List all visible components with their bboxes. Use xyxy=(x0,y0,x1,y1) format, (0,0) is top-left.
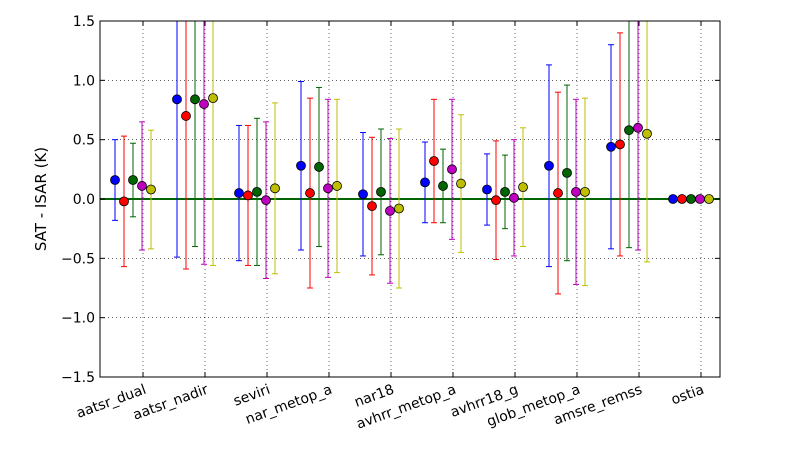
data-point xyxy=(234,188,244,198)
data-point xyxy=(296,160,306,171)
data-point xyxy=(615,139,625,150)
data-point xyxy=(394,203,404,214)
data-point xyxy=(429,156,439,166)
data-point xyxy=(544,160,554,171)
data-point xyxy=(376,186,386,197)
data-point xyxy=(500,186,510,197)
data-point xyxy=(482,184,492,195)
data-point xyxy=(518,182,528,193)
y-tick-label: 0.5 xyxy=(73,133,95,149)
data-point xyxy=(181,111,191,121)
data-point xyxy=(323,183,333,194)
data-point xyxy=(677,194,687,204)
data-point xyxy=(580,186,590,197)
data-point xyxy=(358,189,368,200)
y-tick-label: −0.5 xyxy=(61,251,95,267)
y-axis-label: SAT - ISAR (K) xyxy=(32,147,50,251)
data-point xyxy=(367,201,377,212)
data-point xyxy=(704,194,714,204)
data-point xyxy=(190,94,200,105)
data-point xyxy=(553,188,563,198)
data-point xyxy=(695,194,705,204)
y-tick-label: 1.0 xyxy=(73,73,95,89)
data-point xyxy=(686,194,696,204)
x-tick-label: ostia xyxy=(669,382,706,409)
data-point xyxy=(146,184,156,195)
data-point xyxy=(385,205,395,216)
data-point xyxy=(633,122,643,133)
data-point xyxy=(243,190,253,201)
data-point xyxy=(491,195,501,206)
y-tick-label: 0.0 xyxy=(73,192,95,208)
data-point xyxy=(137,181,147,191)
data-point xyxy=(420,177,430,188)
data-point xyxy=(314,162,324,172)
data-point xyxy=(305,188,315,198)
data-point xyxy=(270,183,280,194)
data-point xyxy=(447,164,457,175)
y-tick-label: −1.0 xyxy=(61,311,95,327)
data-point xyxy=(642,128,652,139)
data-point xyxy=(624,125,634,136)
data-point xyxy=(110,175,120,185)
data-point xyxy=(261,195,271,206)
data-point xyxy=(509,192,519,203)
data-point xyxy=(172,94,182,105)
y-tick-label: −1.5 xyxy=(61,370,95,386)
data-point xyxy=(252,186,262,197)
data-point xyxy=(571,186,581,197)
data-point xyxy=(119,196,129,207)
data-point xyxy=(562,167,572,178)
plot-area xyxy=(110,21,714,295)
y-tick-label: 1.5 xyxy=(73,14,95,30)
data-point xyxy=(668,194,678,204)
data-point xyxy=(128,175,138,185)
data-point xyxy=(332,181,342,191)
data-point xyxy=(199,99,209,109)
data-point xyxy=(438,181,448,191)
data-point xyxy=(456,178,466,189)
data-point xyxy=(606,141,616,152)
data-point xyxy=(208,93,218,104)
